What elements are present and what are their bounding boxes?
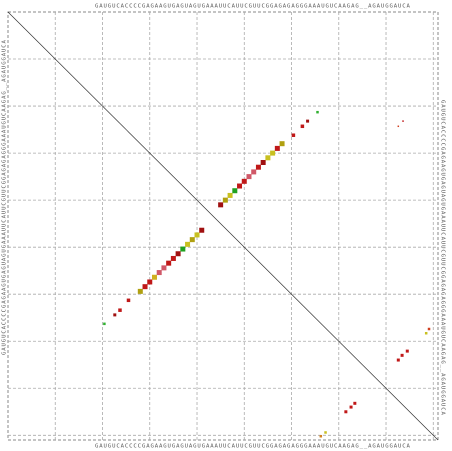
dot bbox=[316, 110, 319, 114]
dot bbox=[251, 169, 257, 175]
dot bbox=[189, 237, 195, 243]
dot bbox=[142, 284, 148, 290]
dot bbox=[103, 322, 106, 326]
dot bbox=[241, 178, 247, 184]
dot bbox=[400, 353, 404, 357]
sequence-bottom: GAUGUCACCCCGAGAAGUGAGUAGUGAAAUUCAUUCGUUC… bbox=[95, 444, 411, 450]
dot bbox=[306, 119, 310, 123]
dot bbox=[324, 431, 327, 434]
dot bbox=[222, 197, 228, 203]
dot bbox=[424, 331, 428, 335]
dot bbox=[397, 125, 400, 128]
dot bbox=[185, 241, 191, 247]
dot bbox=[274, 145, 280, 151]
dot bbox=[166, 260, 172, 266]
dot bbox=[344, 410, 348, 414]
dot bbox=[291, 133, 296, 137]
dot bbox=[300, 124, 305, 129]
dot bbox=[270, 150, 276, 156]
dot bbox=[396, 358, 400, 362]
dot bbox=[170, 255, 176, 261]
dot bbox=[218, 202, 224, 208]
dot bbox=[156, 270, 162, 276]
dot bbox=[353, 401, 357, 405]
dot bbox=[227, 192, 233, 198]
dot bbox=[113, 313, 117, 317]
dot bbox=[237, 183, 243, 189]
dot bbox=[147, 279, 153, 285]
dot bbox=[137, 288, 143, 294]
sequence-top: GAUGUCACCCCGAGAAGUGAGUAGUGAAAUUCAUUCGUUC… bbox=[95, 4, 411, 10]
dot bbox=[405, 349, 409, 353]
dot bbox=[265, 155, 271, 161]
dot bbox=[260, 160, 266, 166]
dot bbox=[118, 308, 122, 312]
dot bbox=[319, 434, 323, 438]
sequence-left: GAUGUCACCCCGAGAAGUGAGUAGUGAAAUUCAUUCGUUC… bbox=[2, 39, 8, 355]
dot bbox=[427, 327, 431, 331]
plot-frame bbox=[7, 11, 439, 441]
dot bbox=[402, 120, 404, 122]
dot bbox=[175, 251, 181, 257]
dot bbox=[161, 265, 167, 271]
dot bbox=[126, 298, 131, 303]
dot bbox=[255, 164, 261, 170]
dot bbox=[279, 141, 285, 147]
dot bbox=[232, 188, 238, 194]
diagonal bbox=[7, 11, 439, 441]
dot bbox=[199, 227, 205, 233]
dot bbox=[151, 274, 157, 280]
dot bbox=[246, 174, 252, 180]
dot bbox=[194, 232, 200, 238]
dot bbox=[349, 405, 353, 409]
dot bbox=[180, 246, 186, 252]
sequence-right: GAUGUCACCCCGAGAAGUGAGUAGUGAAAUUCAUUCGUUC… bbox=[440, 100, 446, 416]
